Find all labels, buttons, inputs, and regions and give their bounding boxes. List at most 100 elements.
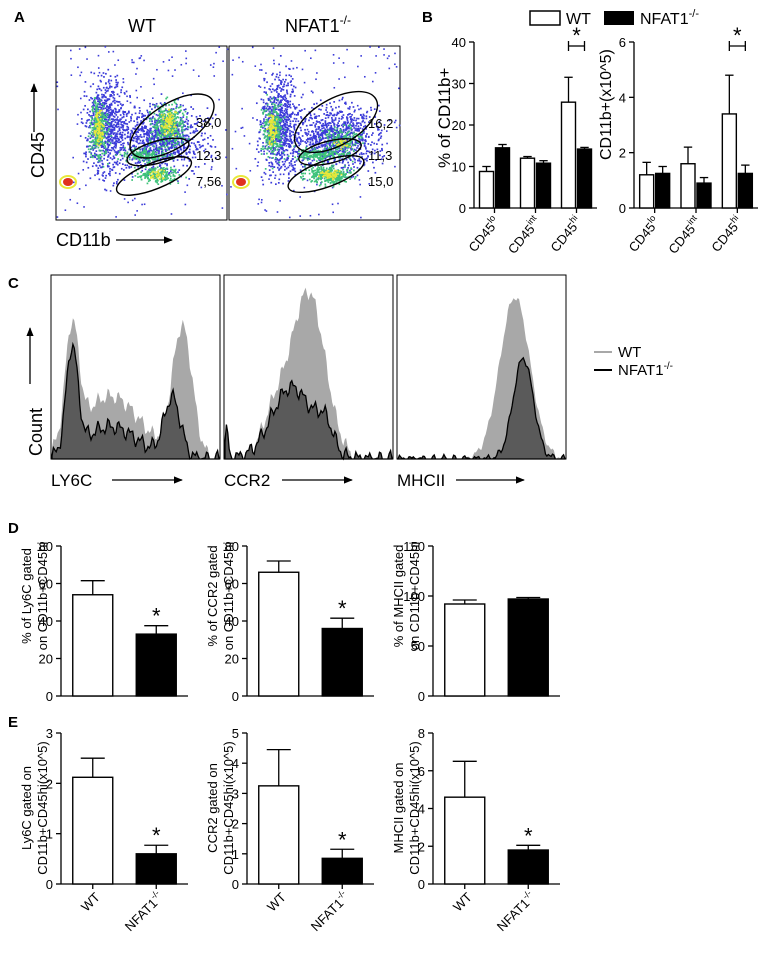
flow-dot — [279, 128, 281, 131]
flow-dot — [163, 136, 166, 138]
flow-dot — [285, 131, 287, 134]
flow-dot — [359, 107, 362, 110]
flow-dot — [142, 147, 145, 150]
flow-dot — [167, 121, 169, 123]
flow-dot — [274, 158, 277, 161]
flow-dot — [323, 130, 325, 133]
flow-dot — [273, 153, 276, 156]
flow-dot — [169, 135, 171, 138]
flow-dot — [339, 147, 341, 150]
flow-dot — [326, 148, 328, 151]
flow-dot — [169, 138, 172, 141]
flow-dot — [103, 152, 106, 155]
flow-dot — [343, 121, 346, 124]
flow-dot — [286, 121, 288, 124]
flow-dot — [166, 175, 168, 178]
flow-dot — [136, 152, 139, 154]
flow-dot — [346, 117, 349, 119]
flow-dot — [173, 127, 176, 130]
flow-dot — [141, 128, 144, 131]
flow-dot — [266, 131, 269, 134]
flow-dot — [156, 181, 158, 184]
flow-dot — [157, 156, 160, 159]
flow-dot — [117, 139, 120, 141]
flow-dot — [124, 133, 126, 136]
flow-dot — [154, 173, 157, 176]
flow-dot — [102, 106, 105, 108]
flow-dot — [109, 190, 112, 192]
flow-dot — [126, 125, 129, 128]
flow-dot — [316, 183, 318, 186]
flow-dot — [101, 122, 104, 125]
flow-dot — [169, 170, 172, 173]
flow-dot — [338, 78, 340, 80]
flow-dot — [309, 149, 312, 152]
flow-dot — [93, 154, 96, 156]
flow-dot — [150, 142, 152, 145]
flow-dot — [110, 134, 113, 137]
flow-dot — [175, 139, 178, 142]
flow-dot — [359, 133, 362, 136]
flow-dot — [119, 114, 122, 116]
flow-dot — [279, 116, 281, 119]
flow-dot — [120, 167, 123, 170]
flow-dot — [164, 162, 167, 165]
flow-dot — [306, 137, 309, 140]
flow-dot — [88, 132, 91, 135]
flow-dot — [177, 131, 179, 133]
flow-dot — [102, 94, 105, 96]
flow-dot — [349, 118, 352, 121]
flow-dot — [356, 128, 359, 130]
flow-dot — [165, 178, 168, 181]
flow-dot — [157, 152, 160, 155]
flow-dot — [162, 118, 164, 121]
flow-dot — [108, 103, 111, 106]
flow-dot — [120, 126, 123, 129]
flow-dot — [140, 175, 143, 177]
flow-dot — [85, 95, 88, 98]
flow-dot — [136, 157, 139, 159]
flow-dot — [173, 122, 176, 125]
flow-dot — [324, 131, 326, 134]
flow-dot — [149, 160, 151, 162]
flow-dot — [291, 88, 294, 91]
flow-dot — [84, 136, 87, 139]
flow-dot — [164, 175, 167, 177]
flow-dot — [359, 127, 362, 130]
flow-dot — [159, 164, 161, 166]
flow-dot — [170, 112, 173, 114]
flow-dot — [282, 151, 285, 154]
flow-dot — [276, 145, 279, 147]
flow-dot — [103, 125, 105, 128]
flow-dot — [168, 148, 170, 151]
flow-dot — [108, 98, 111, 101]
flow-dot — [88, 99, 91, 101]
flow-dot — [283, 81, 286, 83]
flow-dot — [304, 141, 307, 143]
flow-dot — [99, 136, 102, 139]
flow-dot — [344, 122, 346, 125]
flow-dot — [337, 151, 340, 154]
flow-dot — [93, 152, 96, 155]
flow-dot — [349, 124, 352, 127]
flow-dot — [123, 155, 126, 158]
flow-dot — [142, 160, 145, 163]
flow-dot — [329, 155, 332, 158]
flow-dot — [155, 119, 158, 122]
flow-dot — [269, 122, 272, 124]
flow-dot — [105, 118, 108, 121]
flow-dot — [272, 127, 274, 129]
flow-dot — [158, 174, 161, 177]
flow-dot — [282, 124, 284, 127]
flow-dot — [263, 124, 266, 127]
flow-dot — [120, 137, 123, 140]
flow-dot — [276, 127, 279, 130]
flow-dot — [193, 123, 196, 125]
flow-dot — [285, 130, 287, 132]
flow-dot — [97, 114, 99, 117]
flow-dot — [138, 154, 141, 156]
flow-dot — [155, 136, 158, 139]
flow-dot — [284, 133, 287, 136]
flow-dot — [129, 96, 132, 98]
flow-dot — [318, 108, 320, 111]
